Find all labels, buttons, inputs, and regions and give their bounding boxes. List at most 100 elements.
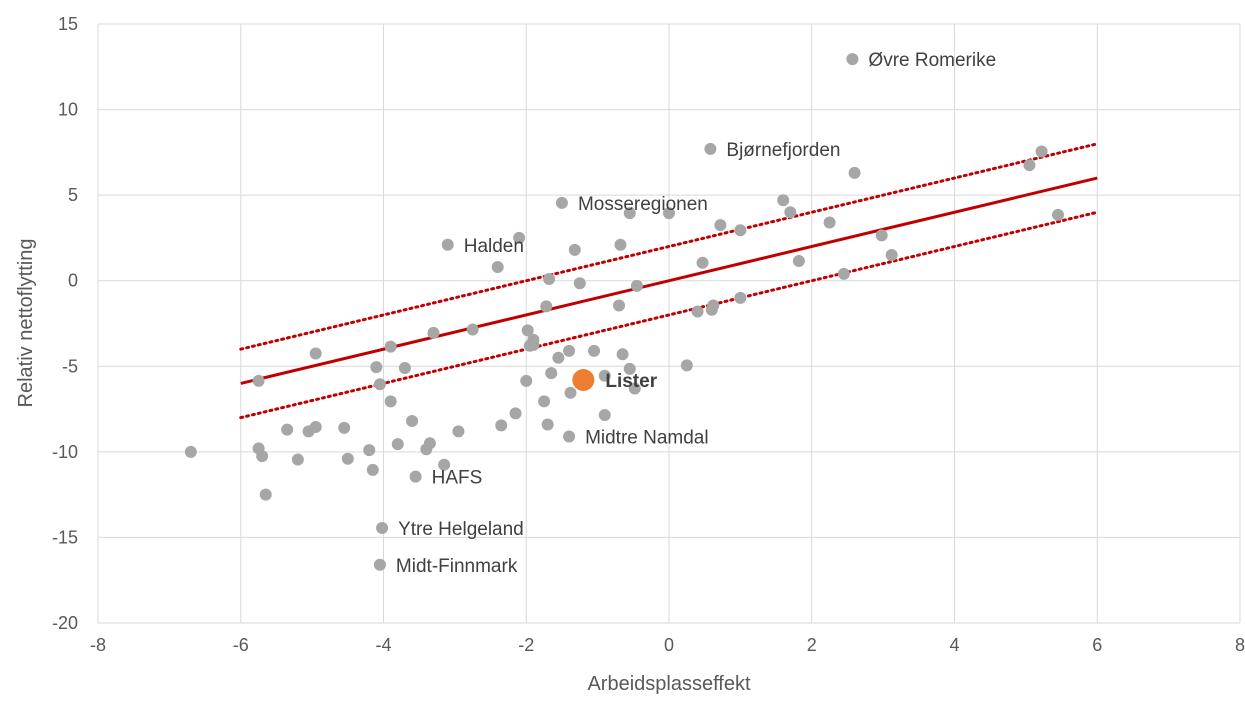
data-point [555, 196, 568, 209]
data-point [545, 367, 558, 380]
point-label: Øvre Romerike [868, 50, 996, 71]
data-point [875, 229, 888, 242]
data-point [823, 216, 836, 229]
data-point [543, 273, 556, 286]
grid [97, 23, 1241, 624]
x-tick-label: -4 [375, 635, 391, 655]
data-point [784, 206, 797, 219]
data-point [538, 395, 551, 408]
data-point [598, 369, 611, 382]
data-points: Øvre Romerike Bjørnefjorden Mosseregionen H… [184, 50, 1064, 577]
y-tick-label: 5 [68, 185, 78, 205]
data-point [540, 300, 553, 313]
data-point [663, 207, 675, 220]
data-point [281, 423, 294, 436]
y-tick-label: 15 [58, 14, 78, 34]
data-point [1051, 208, 1064, 221]
data-point [373, 558, 386, 571]
data-point [309, 421, 322, 434]
data-point [792, 255, 805, 268]
data-point [513, 231, 526, 244]
data-point [568, 243, 581, 256]
data-point [848, 166, 861, 179]
data-point [491, 261, 504, 274]
data-point [423, 437, 436, 450]
data-point [714, 219, 727, 232]
data-point [541, 418, 554, 431]
data-point [373, 378, 386, 391]
data-point [1035, 145, 1048, 158]
point-label: Midt-Finnmark [396, 556, 518, 577]
y-tick-label: 10 [58, 100, 78, 120]
point-label: Halden [464, 236, 524, 257]
data-point [409, 470, 422, 483]
data-point [521, 324, 534, 337]
data-point [406, 415, 419, 428]
data-point [366, 463, 379, 476]
data-point [527, 338, 540, 351]
data-point [628, 382, 641, 395]
y-axis-ticks: -20 -15 -10 -5 0 5 10 15 [52, 14, 78, 633]
x-tick-label: 4 [949, 635, 959, 655]
data-point [495, 419, 508, 432]
data-point [466, 323, 479, 336]
point-label: Mosseregionen [578, 194, 708, 215]
data-point [691, 305, 704, 318]
trend-line [240, 176, 1098, 385]
data-point [598, 409, 611, 422]
data-point [563, 344, 576, 357]
data-point [291, 453, 304, 466]
data-point [623, 207, 636, 220]
x-tick-label: -8 [90, 635, 106, 655]
highlight-point [572, 368, 595, 391]
data-point [846, 53, 859, 66]
x-tick-label: 2 [807, 635, 817, 655]
data-point [259, 488, 272, 501]
x-tick-label: -6 [233, 635, 249, 655]
data-point [623, 362, 636, 375]
upper-bound-line [239, 142, 1099, 351]
y-tick-label: 0 [68, 271, 78, 291]
data-point [616, 348, 629, 361]
data-point [696, 256, 709, 269]
data-point [370, 361, 383, 374]
data-point [384, 395, 397, 408]
data-point [552, 351, 565, 364]
x-tick-label: 6 [1092, 635, 1102, 655]
x-tick-label: 8 [1235, 635, 1245, 655]
data-point [630, 279, 643, 292]
data-point [427, 326, 440, 339]
data-point [520, 374, 533, 387]
data-point [734, 291, 747, 304]
x-axis-title: Arbeidsplasseffekt [587, 673, 751, 695]
x-axis-ticks: -8 -6 -4 -2 0 2 4 6 8 [90, 635, 1245, 655]
y-tick-label: -5 [62, 356, 78, 376]
data-point [398, 361, 411, 374]
data-point [837, 267, 850, 280]
data-point [309, 347, 322, 360]
point-label: Bjørnefjorden [726, 140, 840, 161]
highlight-label: Lister [605, 371, 657, 392]
point-label: Midtre Namdal [585, 427, 709, 448]
data-point [614, 238, 627, 251]
data-point [391, 438, 404, 451]
y-tick-label: -15 [52, 527, 78, 547]
data-point [384, 340, 397, 353]
data-point [707, 299, 720, 312]
data-point [376, 522, 389, 535]
x-tick-label: -2 [518, 635, 534, 655]
data-point [1023, 159, 1036, 172]
data-point [573, 277, 586, 290]
data-point [704, 142, 717, 155]
point-label: HAFS [432, 468, 483, 489]
data-point [885, 249, 898, 262]
data-point [613, 299, 626, 312]
data-point [438, 458, 451, 471]
y-axis-title: Relativ nettoflytting [15, 239, 37, 408]
data-point [441, 238, 454, 251]
data-point [184, 445, 197, 458]
y-tick-label: -20 [52, 613, 78, 633]
data-point [564, 386, 577, 399]
data-point [680, 359, 693, 372]
